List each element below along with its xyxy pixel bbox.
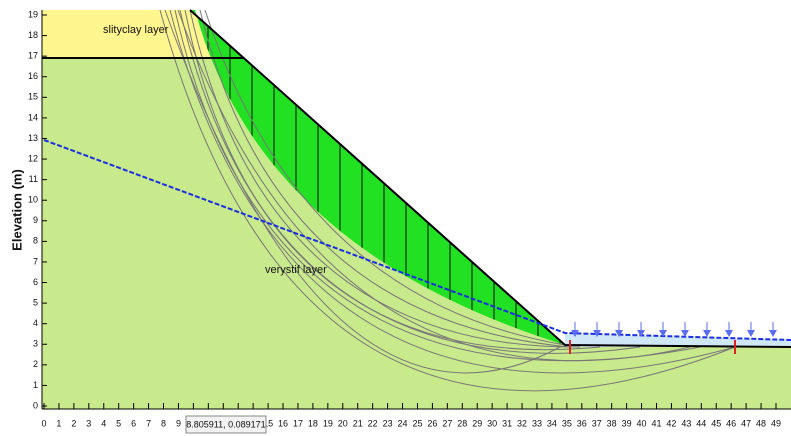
x-tick-label: 16 — [278, 418, 288, 428]
layer-label: slityclay layer — [103, 24, 169, 36]
x-tick-label: 32 — [517, 418, 527, 428]
y-tick-label: 4 — [33, 318, 38, 328]
y-tick-label: 12 — [28, 153, 38, 163]
y-tick-label: 0 — [33, 400, 38, 410]
x-tick-label: 18 — [308, 418, 318, 428]
y-tick-label: 5 — [33, 297, 38, 307]
x-tick-label: 49 — [771, 418, 781, 428]
x-tick-label: 30 — [487, 418, 497, 428]
x-tick-label: 4 — [101, 418, 106, 428]
y-axis-label: Elevation (m) — [9, 169, 24, 251]
y-tick-label: 6 — [33, 277, 38, 287]
y-tick-label: 19 — [28, 9, 38, 19]
y-tick-label: 10 — [28, 195, 38, 205]
y-tick-label: 18 — [28, 30, 38, 40]
y-tick-label: 17 — [28, 51, 38, 61]
y-tick-label: 16 — [28, 71, 38, 81]
x-tick-label: 29 — [472, 418, 482, 428]
x-tick-label: 37 — [592, 418, 602, 428]
y-tick-label: 9 — [33, 215, 38, 225]
x-tick-label: 5 — [116, 418, 121, 428]
y-tick-label: 8 — [33, 236, 38, 246]
x-tick-label: 9 — [176, 418, 181, 428]
x-tick-label: 3 — [86, 418, 91, 428]
x-tick-label: 44 — [696, 418, 706, 428]
slope-view: slityclay layer verystif layer Elevation… — [0, 0, 791, 436]
x-tick-label: 45 — [711, 418, 721, 428]
x-tick-label: 17 — [293, 418, 303, 428]
x-tick-label: 28 — [457, 418, 467, 428]
y-tick-label: 14 — [28, 112, 38, 122]
x-tick-label: 1 — [56, 418, 61, 428]
x-tick-label: 48 — [756, 418, 766, 428]
y-tick-label: 3 — [33, 339, 38, 349]
x-tick-label: 43 — [681, 418, 691, 428]
coordinate-readout: 8.805911, 0.089171 — [186, 419, 265, 429]
x-tick-label: 2 — [71, 418, 76, 428]
x-tick-label: 39 — [622, 418, 632, 428]
x-tick-label: 21 — [353, 418, 363, 428]
x-tick-label: 47 — [741, 418, 751, 428]
layer-label: verystif layer — [265, 264, 327, 276]
x-tick-label: 36 — [577, 418, 587, 428]
y-tick-label: 1 — [33, 380, 38, 390]
x-tick-label: 41 — [651, 418, 661, 428]
x-tick-label: 27 — [442, 418, 452, 428]
x-tick-label: 19 — [323, 418, 333, 428]
y-tick-label: 15 — [28, 92, 38, 102]
x-tick-label: 7 — [146, 418, 151, 428]
x-tick-label: 42 — [666, 418, 676, 428]
y-tick-label: 11 — [29, 174, 38, 184]
x-tick-label: 20 — [338, 418, 348, 428]
x-tick-label: 26 — [427, 418, 437, 428]
x-tick-label: 22 — [368, 418, 378, 428]
x-tick-label: 40 — [637, 418, 647, 428]
x-tick-label: 25 — [412, 418, 422, 428]
x-tick-label: 38 — [607, 418, 617, 428]
x-tick-label: 0 — [41, 418, 46, 428]
x-tick-label: 46 — [726, 418, 736, 428]
x-tick-label: 33 — [532, 418, 542, 428]
x-tick-label: 24 — [398, 418, 408, 428]
y-tick-label: 7 — [33, 256, 38, 266]
x-tick-label: 8 — [161, 418, 166, 428]
y-tick-label: 13 — [28, 133, 38, 143]
x-tick-label: 31 — [502, 418, 512, 428]
x-tick-label: 6 — [131, 418, 136, 428]
x-tick-label: 35 — [562, 418, 572, 428]
y-tick-label: 2 — [33, 359, 38, 369]
x-tick-label: 23 — [383, 418, 393, 428]
x-tick-label: 34 — [547, 418, 557, 428]
